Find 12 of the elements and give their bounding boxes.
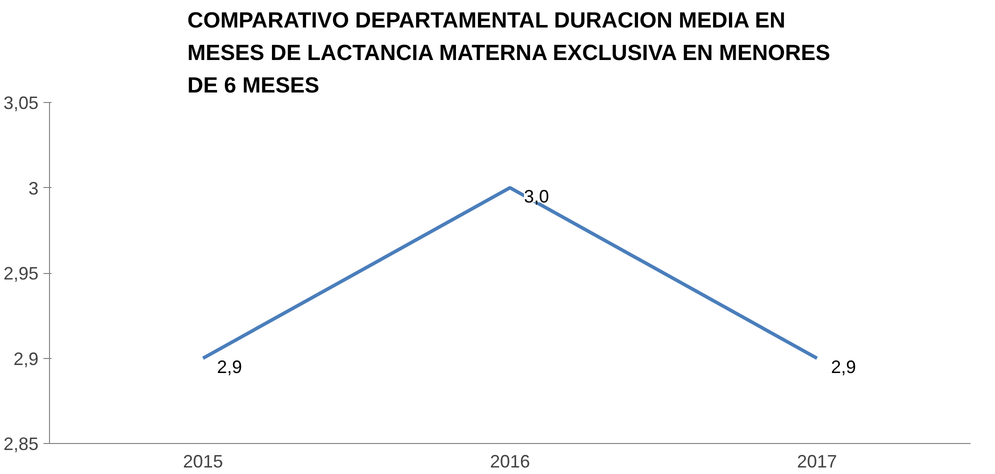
x-tick-label: 2016 [490, 452, 530, 472]
y-tick-label: 3,05 [3, 93, 39, 113]
data-label: 3,0 [524, 186, 550, 206]
chart-title: COMPARATIVO DEPARTAMENTAL DURACION MEDIA EN MESES DE LACTANCIA MATERNA EXCLUSIVA EN MENORES DE 6 MESES [187, 8, 830, 98]
y-tick-label: 2,9 [13, 348, 39, 369]
data-label: 2,9 [217, 356, 242, 377]
x-tick-label: 2015 [182, 452, 224, 472]
y-tick-label: 2,95 [3, 264, 39, 284]
y-tick-label: 2,85 [3, 434, 39, 454]
y-tick-label: 3 [28, 178, 39, 198]
data-label: 2,9 [831, 356, 856, 377]
x-tick-label: 2017 [796, 452, 838, 472]
